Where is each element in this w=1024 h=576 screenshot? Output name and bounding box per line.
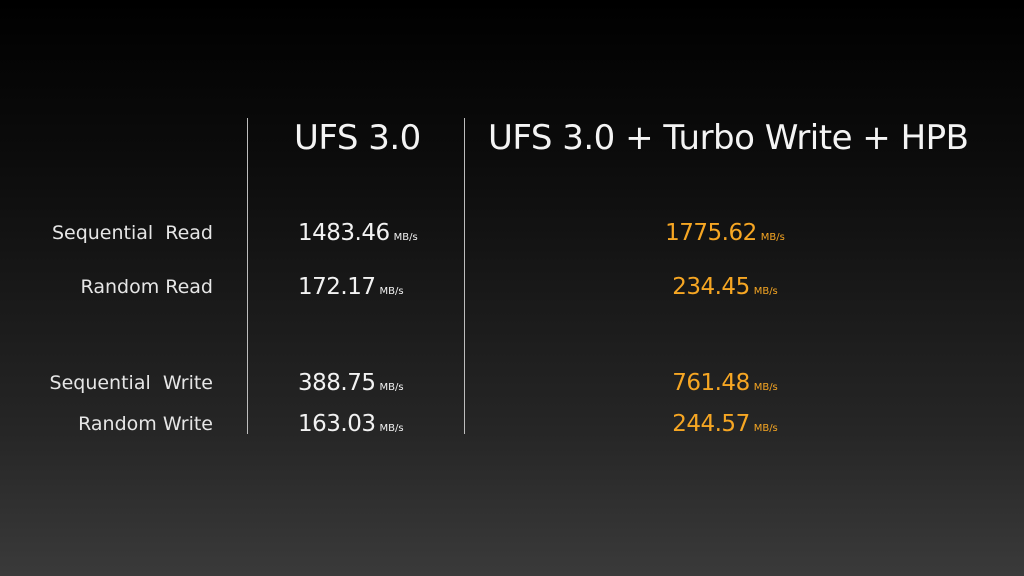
value: 244.57 bbox=[672, 411, 750, 437]
value-cell: 388.75 MB/s bbox=[298, 370, 404, 396]
value: 163.03 bbox=[298, 411, 376, 437]
value: 172.17 bbox=[298, 274, 376, 300]
row-label: Sequential Write bbox=[49, 372, 213, 394]
divider bbox=[247, 118, 248, 434]
unit: MB/s bbox=[393, 232, 418, 243]
divider bbox=[464, 118, 465, 434]
unit: MB/s bbox=[760, 232, 785, 243]
unit: MB/s bbox=[379, 423, 404, 434]
column-header: UFS 3.0 bbox=[294, 118, 421, 158]
value-cell: 163.03 MB/s bbox=[298, 411, 404, 437]
unit: MB/s bbox=[753, 423, 778, 434]
value-cell: 234.45 MB/s bbox=[672, 274, 778, 300]
value: 761.48 bbox=[672, 370, 750, 396]
row-label: Sequential Read bbox=[51, 222, 213, 244]
value-cell: 761.48 MB/s bbox=[672, 370, 778, 396]
column-header: UFS 3.0 + Turbo Write + HPB bbox=[488, 118, 969, 158]
unit: MB/s bbox=[753, 286, 778, 297]
value-cell: 1483.46 MB/s bbox=[298, 220, 418, 246]
unit: MB/s bbox=[753, 382, 778, 393]
value-cell: 1775.62 MB/s bbox=[665, 220, 785, 246]
row-label: Random Write bbox=[78, 413, 213, 435]
value: 234.45 bbox=[672, 274, 750, 300]
value: 1483.46 bbox=[298, 220, 390, 246]
row-label: Random Read bbox=[80, 276, 213, 298]
unit: MB/s bbox=[379, 382, 404, 393]
value: 1775.62 bbox=[665, 220, 757, 246]
value-cell: 172.17 MB/s bbox=[298, 274, 404, 300]
value-cell: 244.57 MB/s bbox=[672, 411, 778, 437]
value: 388.75 bbox=[298, 370, 376, 396]
unit: MB/s bbox=[379, 286, 404, 297]
